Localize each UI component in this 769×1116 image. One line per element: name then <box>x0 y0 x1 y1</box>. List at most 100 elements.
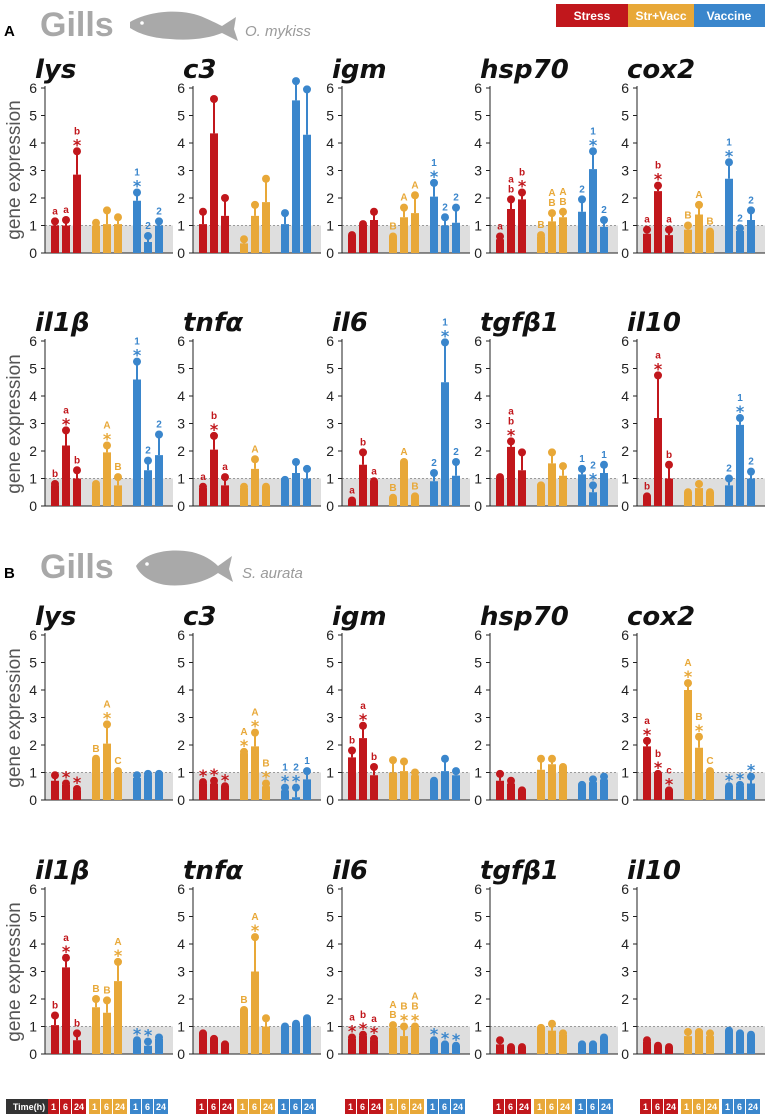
chart-title: c3 <box>183 602 217 632</box>
y-tick-label: 4 <box>621 936 629 952</box>
error-cap <box>548 754 556 763</box>
bar-strvacc-6h <box>251 468 259 506</box>
bar-vaccine-6h <box>292 100 300 253</box>
error-cap <box>303 767 311 776</box>
bar-strvacc-24h <box>559 767 567 800</box>
y-tick-label: 3 <box>474 416 482 432</box>
bar-vaccine-6h <box>589 169 597 253</box>
y-tick-label: 1 <box>326 1019 334 1035</box>
error-cap <box>496 1036 504 1045</box>
bar-strvacc-24h <box>411 1027 419 1054</box>
bar-vaccine-1h <box>725 1030 733 1054</box>
y-tick-label: 4 <box>177 936 185 952</box>
error-cap <box>452 458 460 466</box>
bar-strvacc-1h <box>537 1027 545 1054</box>
error-cap <box>695 480 703 488</box>
significance-letter: b <box>74 126 80 137</box>
bar-strvacc-24h <box>262 786 270 800</box>
time-label-6h: 6 <box>655 1102 660 1112</box>
significance-letter: 1 <box>282 763 288 774</box>
error-cap <box>144 1037 152 1046</box>
y-tick-label: 5 <box>29 909 37 925</box>
time-box-strvacc-1h <box>386 1099 397 1114</box>
significance-letter: A <box>548 188 555 199</box>
error-cap <box>73 147 81 156</box>
significance-letter: 1 <box>737 393 743 404</box>
bar-stress-24h <box>370 775 378 800</box>
significance-letter: A <box>114 937 121 948</box>
time-label-24h: 24 <box>412 1102 422 1112</box>
significance-letter: a <box>63 205 69 216</box>
y-tick-label: 6 <box>29 627 37 643</box>
significance-letter: A <box>103 699 110 710</box>
ylabel-a-row1: gene expression <box>4 100 25 239</box>
seabream-fish-icon <box>136 550 233 586</box>
error-cap <box>665 460 673 469</box>
error-cap <box>411 191 419 200</box>
time-label-24h: 24 <box>304 1102 314 1112</box>
significance-letter: 2 <box>453 193 459 204</box>
y-tick-label: 3 <box>177 416 185 432</box>
significance-letter: A <box>251 444 258 455</box>
bar-vaccine-6h <box>441 225 449 253</box>
error-cap <box>292 77 300 86</box>
error-cap <box>114 957 122 966</box>
error-cap <box>292 1019 300 1028</box>
significance-letter: b <box>74 1018 80 1029</box>
y-tick-label: 0 <box>177 245 185 261</box>
time-axis-label: Time(h) <box>13 1102 45 1112</box>
error-cap <box>155 217 163 226</box>
error-cap <box>370 763 378 771</box>
y-tick-label: 3 <box>29 964 37 980</box>
y-tick-label: 5 <box>326 909 334 925</box>
y-tick-label: 4 <box>326 936 334 952</box>
error-cap <box>684 679 692 688</box>
bar-vaccine-6h <box>441 382 449 506</box>
bar-strvacc-24h <box>114 771 122 800</box>
significance-letter: a <box>360 701 366 712</box>
error-cap <box>251 728 259 737</box>
significance-letter: B <box>411 1002 418 1013</box>
y-tick-label: 5 <box>474 655 482 671</box>
y-tick-label: 4 <box>29 135 37 151</box>
error-cap <box>725 474 733 483</box>
error-cap <box>292 783 300 792</box>
bar-strvacc-24h <box>559 1034 567 1054</box>
bar-stress-6h <box>654 418 662 506</box>
bar-strvacc-24h <box>559 475 567 506</box>
chart-b-tgfβ1: tgfβ1 0 1 2 3 4 5 6 <box>474 856 618 1062</box>
time-axis-strip: Time(h) 1 6 24 1 6 24 1 6 24 1 6 24 1 6 24 1 6 24 1 6 24 1 6 24… <box>6 1099 760 1114</box>
time-box-stress-24h <box>517 1099 531 1114</box>
bar-vaccine-6h <box>736 1033 744 1054</box>
error-cap <box>411 768 419 777</box>
y-tick-label: 3 <box>177 163 185 179</box>
bar-strvacc-24h <box>411 213 419 253</box>
chart-a-c3: c3 0 1 2 3 4 5 6 <box>177 55 321 261</box>
significance-star: * <box>725 146 734 165</box>
error-cap <box>92 754 100 763</box>
bar-stress-6h <box>507 209 515 253</box>
error-cap <box>736 414 744 422</box>
error-cap <box>103 996 111 1005</box>
significance-star: * <box>103 430 112 449</box>
chart-b-il10: il10 0 1 2 3 4 5 6 <box>621 856 765 1062</box>
error-cap <box>51 480 59 488</box>
bar-stress-24h <box>518 199 526 253</box>
significance-letter: a <box>63 405 69 416</box>
significance-letter: B <box>695 712 702 723</box>
error-cap <box>210 776 218 785</box>
bar-stress-1h <box>199 783 207 800</box>
bar-strvacc-6h <box>548 463 556 506</box>
bar-stress-24h <box>221 485 229 506</box>
panel-a-species: O. mykiss <box>245 23 311 40</box>
significance-letter: b <box>644 481 650 492</box>
bar-stress-1h <box>643 746 651 800</box>
error-cap <box>262 1014 270 1023</box>
significance-star: * <box>73 135 82 154</box>
bar-strvacc-6h <box>548 221 556 253</box>
error-cap <box>210 95 218 103</box>
y-tick-label: 1 <box>29 765 37 781</box>
error-cap <box>600 216 608 224</box>
